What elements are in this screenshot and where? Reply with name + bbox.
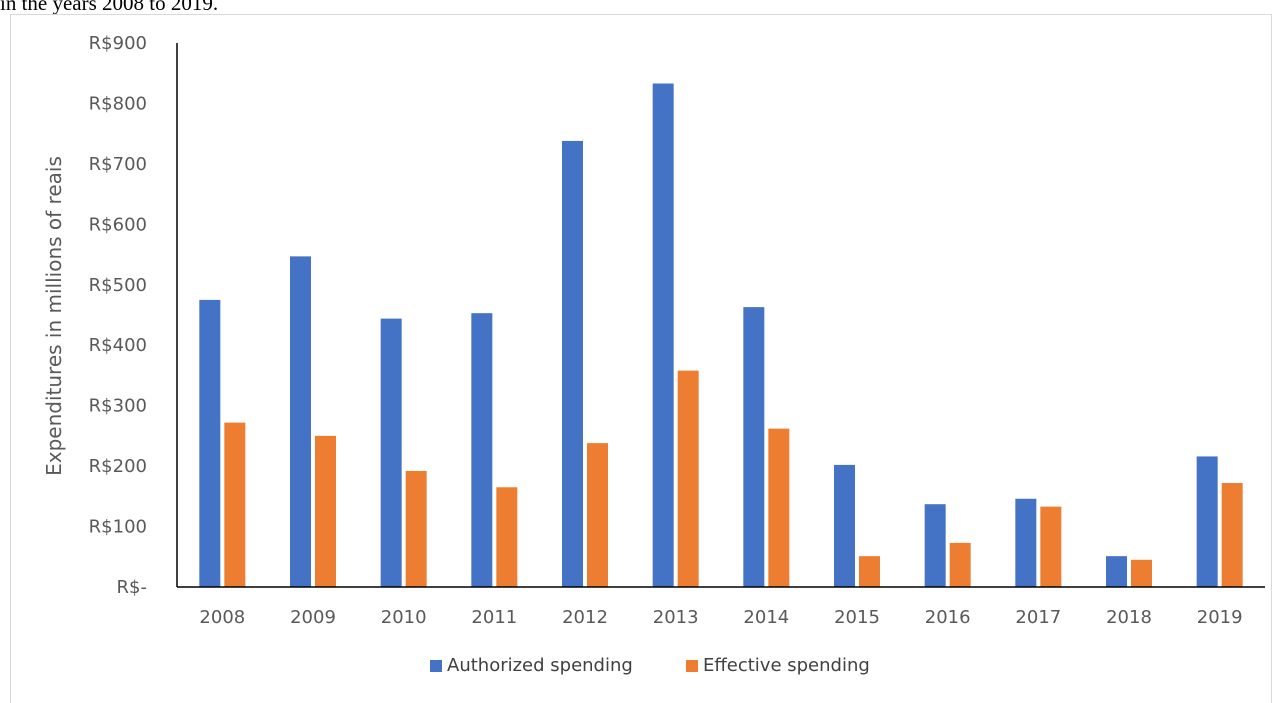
legend-label-authorized: Authorized spending [447,655,633,676]
x-tick-label: 2008 [199,607,245,628]
caption-text: in the years 2008 to 2019. [0,0,219,15]
y-tick-label: R$600 [89,214,147,235]
bar-effective-2018 [1131,559,1152,587]
bar-authorized-2014 [743,307,765,587]
y-tick-label: R$400 [89,335,147,356]
x-tick-label: 2011 [471,607,517,628]
bar-effective-2009 [315,435,336,587]
bar-effective-2014 [768,428,790,587]
bar-effective-2016 [949,542,971,587]
bar-authorized-2011 [471,313,493,587]
x-tick-label: 2016 [925,607,971,628]
y-tick-label: R$700 [89,154,147,175]
bar-effective-2015 [859,556,880,587]
bar-authorized-2017 [1015,498,1037,587]
x-tick-label: 2018 [1106,607,1152,628]
bar-authorized-2012 [562,140,583,588]
bar-effective-2019 [1221,483,1243,587]
y-tick-label: R$300 [89,396,147,417]
bar-authorized-2013 [652,83,674,588]
bar-effective-2010 [405,470,427,587]
x-tick-label: 2015 [834,607,880,628]
x-tick-label: 2012 [562,607,608,628]
y-tick-label: R$200 [89,456,147,477]
bar-authorized-2008 [199,299,221,587]
bar-effective-2017 [1040,506,1062,587]
bar-effective-2011 [496,487,518,587]
bar-effective-2008 [224,422,246,587]
bars-group [199,83,1243,588]
chart-frame [10,14,1272,703]
bar-authorized-2015 [834,464,855,587]
x-tick-label: 2010 [381,607,427,628]
x-tick-label: 2014 [743,607,789,628]
bar-authorized-2009 [290,256,311,587]
y-axis-ticks: R$- R$100 R$200 R$300 R$400 R$500 R$600 R$700 R$… [89,33,147,598]
y-tick-label: R$100 [89,517,147,538]
bar-authorized-2018 [1106,556,1127,587]
bar-authorized-2016 [924,504,946,587]
y-tick-label: R$500 [89,275,147,296]
x-tick-label: 2009 [290,607,336,628]
legend-swatch-authorized [430,660,442,672]
x-axis-ticks: 2008 2009 2010 2011 2012 2013 2014 2015 2016 2017… [199,607,1242,628]
x-tick-label: 2013 [653,607,699,628]
y-tick-label: R$900 [89,33,147,54]
y-tick-label: R$- [117,577,147,598]
y-tick-label: R$800 [89,93,147,114]
x-tick-label: 2017 [1015,607,1061,628]
legend: Authorized spending Effective spending [430,655,870,676]
bar-authorized-2019 [1196,456,1218,587]
bar-effective-2013 [677,370,699,587]
bar-effective-2012 [587,443,608,587]
y-axis-title: Expenditures in millions of reais [42,156,66,476]
bar-authorized-2010 [380,318,402,587]
legend-label-effective: Effective spending [703,655,870,676]
legend-swatch-effective [686,660,698,672]
y-axis-title-group: Expenditures in millions of reais [42,156,66,476]
x-tick-label: 2019 [1197,607,1243,628]
